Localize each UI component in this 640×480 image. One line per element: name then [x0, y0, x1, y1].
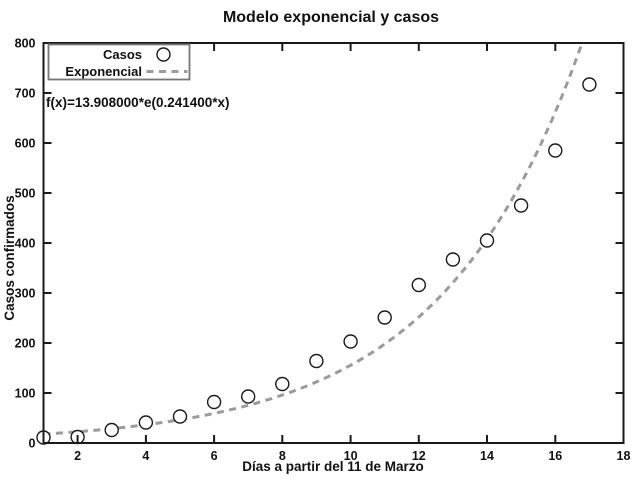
data-point	[172, 409, 188, 424]
data-point	[479, 233, 495, 248]
chart-title: Modelo exponencial y casos	[223, 9, 439, 26]
data-point	[548, 143, 563, 158]
data-point	[104, 422, 119, 438]
data-point	[275, 376, 290, 392]
data-point	[445, 252, 461, 267]
y-tick-label: 700	[15, 87, 36, 101]
y-tick-label: 400	[15, 237, 36, 251]
y-tick-label: 800	[15, 37, 36, 51]
legend: Casos Exponencial	[47, 43, 191, 81]
x-axis-label: Días a partir del 11 de Marzo	[242, 459, 424, 474]
x-tick-label: 16	[548, 449, 562, 463]
x-tick-label: 18	[617, 449, 631, 463]
y-tick-label: 500	[15, 187, 36, 201]
y-tick-label: 300	[15, 287, 36, 301]
data-point	[206, 394, 222, 410]
x-tick-label: 6	[211, 449, 218, 463]
legend-label-casos: Casos	[103, 47, 142, 62]
data-point	[343, 334, 358, 349]
fit-curve	[43, 43, 584, 436]
x-tick-label: 10	[344, 449, 358, 463]
x-tick-label: 8	[279, 449, 286, 463]
data-point	[377, 310, 392, 325]
data-point	[309, 353, 324, 369]
legend-box	[47, 43, 191, 81]
x-tick-label: 4	[142, 449, 149, 463]
data-point	[138, 415, 154, 430]
y-tick-label: 600	[15, 137, 36, 151]
x-tick-label: 2	[74, 449, 81, 463]
plot-area: 2 4 6 8 10 12 14 16 18 0 100 200 300 400 500 600 700 800	[15, 37, 631, 464]
data-point	[411, 277, 426, 293]
data-point	[240, 389, 256, 404]
x-tick-label: 12	[412, 449, 426, 463]
y-tick-label: 200	[15, 337, 36, 351]
data-point	[582, 77, 597, 92]
y-tick-label: 100	[15, 387, 36, 401]
open-circle-marker-icon	[156, 47, 171, 62]
y-tick-label: 0	[29, 437, 36, 451]
data-point	[513, 198, 529, 213]
legend-label-exponencial: Exponencial	[65, 64, 142, 79]
fit-equation-label: f(x)=13.908000*e(0.241400*x)	[46, 95, 230, 110]
y-axis-label: Casos confirmados	[2, 195, 17, 320]
x-tick-label: 14	[480, 449, 494, 463]
